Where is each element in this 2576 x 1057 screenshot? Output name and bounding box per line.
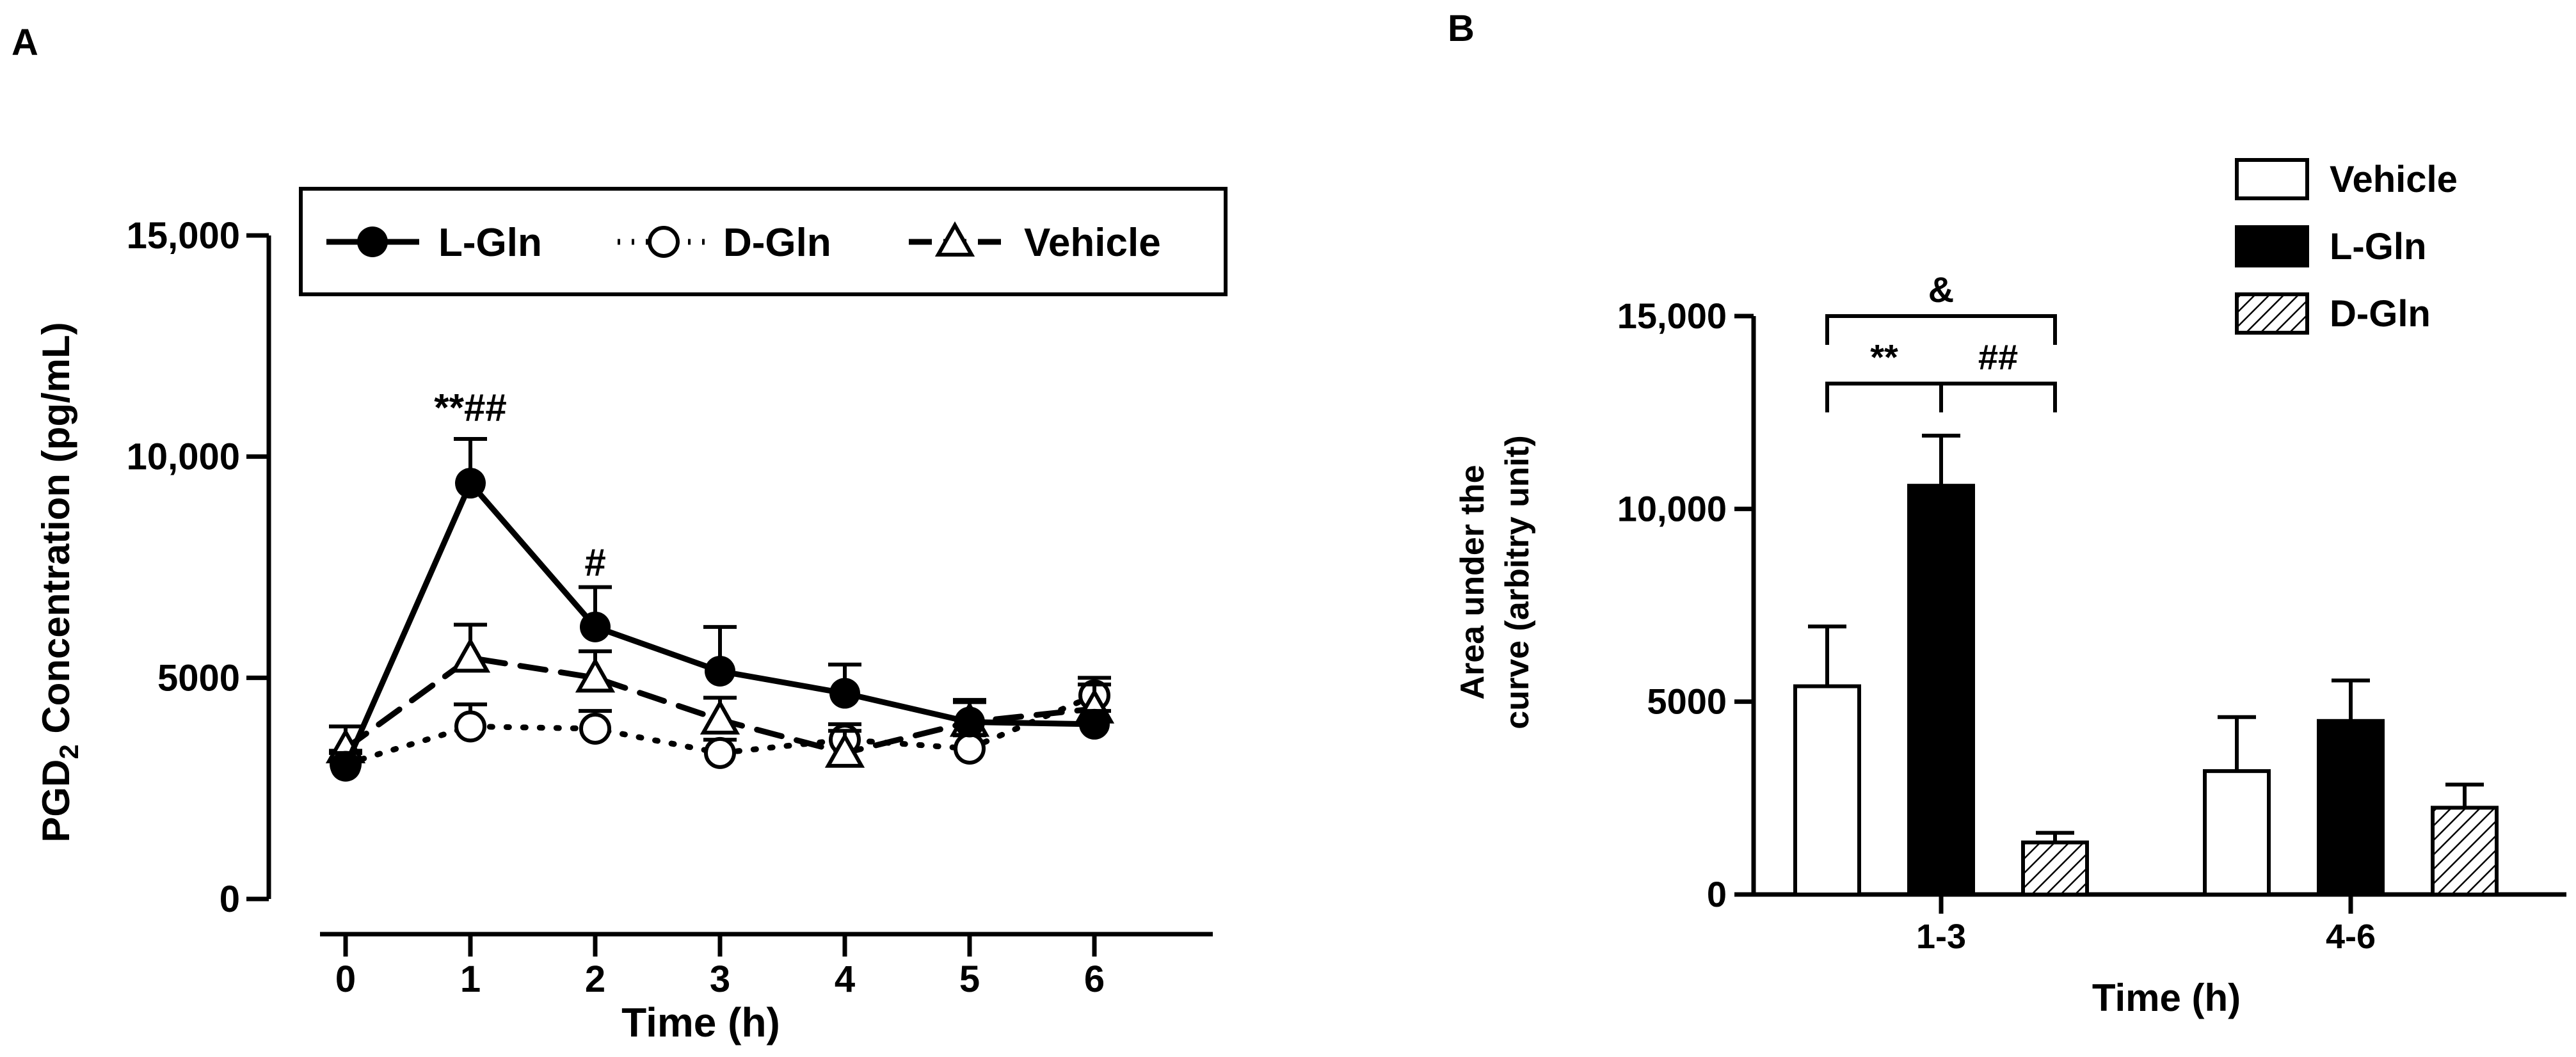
- panel-b: B 0 5000 10,000 15,000 1-3 4-6 &** ## Time (h…: [1448, 8, 2566, 1019]
- panel-b-legend: Vehicle L-Gln D-Gln: [2235, 158, 2458, 335]
- panel-a-x-tick-label: 4: [835, 958, 855, 1000]
- series-L-Gln-point: [580, 611, 611, 642]
- panel-b-significance-brackets: &** ##: [1825, 269, 2057, 413]
- series-L-Gln-point: [330, 751, 361, 782]
- legend-L-Gln-swatch: [2235, 225, 2309, 267]
- panel-a-x-tick-label: 0: [335, 958, 356, 1000]
- significance-bracket: [1825, 381, 1943, 413]
- panel-a-x-ticks: 0 1 2 3 4 5 6: [335, 934, 1105, 1000]
- panel-a-x-axis-label: Time (h): [621, 999, 780, 1045]
- panel-b-y-axis-label-line1: Area under the: [1454, 465, 1491, 700]
- significance-bracket: [1939, 381, 2057, 413]
- series-D-Gln-point: [954, 732, 986, 765]
- panel-a-x-tick-label: 3: [710, 958, 730, 1000]
- panel-b-category-label: 4-6: [2326, 918, 2376, 956]
- panel-a-y-label-main: PGD: [35, 759, 77, 843]
- series-L-Gln-point: [829, 678, 860, 709]
- panel-a-significance-marker: #: [584, 541, 605, 584]
- panel-b-y-ticks: 0 5000 10,000 15,000: [1617, 296, 1754, 914]
- panel-a-legend-box: [299, 187, 1228, 296]
- panel-a-x-tick-label: 1: [460, 958, 481, 1000]
- legend-Vehicle-marker: [934, 221, 975, 257]
- panel-a-y-tick-label: 0: [220, 878, 240, 920]
- panel-a-y-label-subscript: 2: [54, 744, 84, 759]
- legend-Vehicle-swatch: [2235, 158, 2309, 200]
- panel-a-x-tick-label: 2: [585, 958, 605, 1000]
- panel-a-y-tick-label: 10,000: [127, 436, 240, 478]
- series-Vehicle-point: [450, 637, 491, 673]
- panel-a-y-axis-label: PGD2 Concentration (pg/mL): [35, 322, 84, 842]
- legend-D-Gln-marker: [648, 226, 680, 258]
- panel-a-legend: L-Gln D-Gln Vehicle: [299, 187, 1228, 296]
- panel-a-x-tick-label: 5: [959, 958, 980, 1000]
- panel-a-y-tick-label: 15,000: [127, 215, 240, 257]
- panel-a-y-label-rest: Concentration (pg/mL): [35, 322, 77, 744]
- significance-bracket-label: **: [1870, 337, 1898, 377]
- legend-L-Gln-label: L-Gln: [2330, 226, 2426, 267]
- panel-b-y-tick-label: 5000: [1647, 681, 1727, 722]
- panel-b-category-label: 1-3: [1916, 918, 1966, 956]
- panel-b-bars: [1793, 433, 2499, 897]
- bar-L-Gln-1-3: [1907, 484, 1975, 896]
- panel-a-series: [325, 437, 1115, 782]
- significance-bracket: [1825, 314, 2057, 345]
- panel-b-category-labels: 1-3 4-6: [1916, 894, 2376, 956]
- panel-b-y-tick-label: 15,000: [1617, 296, 1727, 336]
- series-L-Gln-point: [455, 468, 486, 499]
- legend-D-Gln-label: D-Gln: [723, 221, 831, 265]
- panel-b-label: B: [1448, 8, 1475, 49]
- series-L-Gln-point: [705, 655, 735, 687]
- legend-L-Gln-marker: [357, 226, 388, 257]
- series-L-Gln-point: [1079, 708, 1110, 740]
- series-L-Gln-point: [954, 706, 985, 738]
- legend-L-Gln-label: L-Gln: [438, 221, 542, 265]
- bar-D-Gln-1-3: [2021, 840, 2089, 897]
- legend-D-Gln-swatch: [2235, 292, 2309, 335]
- panel-a-annotations: **## #: [434, 386, 605, 584]
- series-D-Gln-point: [579, 712, 611, 745]
- panel-b-y-axis-label-line2: curve (arbitry unit): [1499, 435, 1536, 729]
- series-D-Gln-point: [704, 736, 736, 769]
- panel-b-x-axis-label: Time (h): [2092, 976, 2241, 1019]
- bar-Vehicle-1-3: [1793, 684, 1861, 897]
- series-D-Gln-point: [454, 710, 486, 743]
- legend-Vehicle-label: Vehicle: [2330, 159, 2458, 200]
- series-Vehicle-point: [824, 732, 865, 768]
- panel-a-x-tick-label: 6: [1084, 958, 1105, 1000]
- bar-D-Gln-4-6: [2431, 806, 2499, 897]
- panel-a-label: A: [12, 22, 38, 63]
- significance-bracket-label: ##: [1978, 337, 2018, 377]
- series-Vehicle-point: [700, 699, 740, 735]
- legend-D-Gln-label: D-Gln: [2330, 293, 2431, 335]
- panel-a: A 0 5000 10,000 15,000 0 1 2 3 4 5 6 **## # Time (…: [12, 22, 1228, 1045]
- significance-bracket-label: &: [1928, 269, 1954, 310]
- legend-Vehicle-label: Vehicle: [1024, 221, 1161, 265]
- series-Vehicle-point: [575, 657, 616, 693]
- panel-a-axes: [266, 235, 1213, 937]
- panel-a-y-tick-label: 5000: [157, 657, 240, 699]
- bar-L-Gln-4-6: [2317, 719, 2385, 897]
- panel-a-significance-marker: **##: [434, 386, 506, 429]
- panel-b-y-tick-label: 10,000: [1617, 488, 1727, 528]
- bar-Vehicle-4-6: [2203, 769, 2271, 896]
- panel-b-y-tick-label: 0: [1707, 874, 1727, 914]
- panel-a-y-ticks: 0 5000 10,000 15,000: [127, 215, 269, 920]
